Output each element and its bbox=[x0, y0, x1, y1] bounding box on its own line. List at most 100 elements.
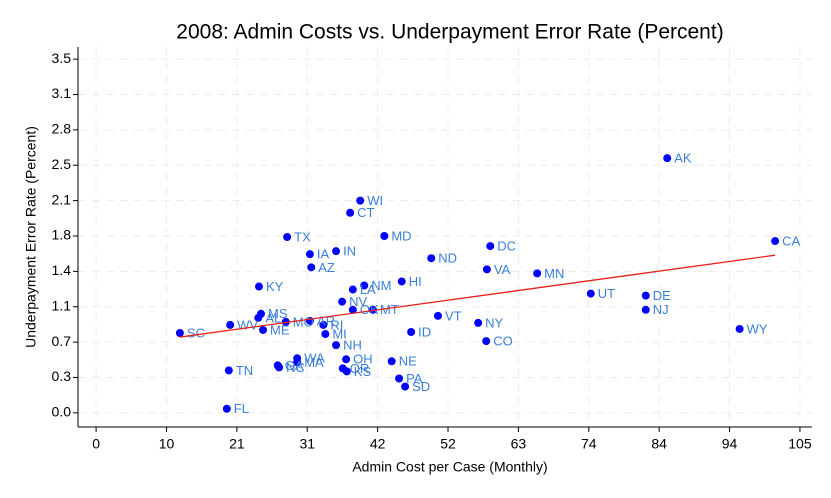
x-tick-label: 52 bbox=[440, 436, 456, 452]
x-tick-label: 63 bbox=[511, 436, 527, 452]
point-label: IA bbox=[317, 247, 330, 262]
point bbox=[427, 254, 436, 263]
point-label: OH bbox=[353, 352, 373, 367]
point-label: WA bbox=[304, 351, 325, 366]
point bbox=[368, 305, 377, 314]
point-label: AL bbox=[265, 310, 281, 325]
point-label: NH bbox=[343, 338, 362, 353]
point-label: MS bbox=[268, 306, 288, 321]
point-label: AZ bbox=[318, 260, 335, 275]
point-label: NC bbox=[286, 360, 305, 375]
point-label: MD bbox=[391, 228, 411, 243]
y-tick-label: 0.3 bbox=[52, 368, 72, 384]
point-label: VA bbox=[494, 262, 511, 277]
point bbox=[533, 269, 542, 278]
point bbox=[224, 366, 233, 375]
point bbox=[254, 313, 263, 322]
point-label: NV bbox=[349, 294, 367, 309]
fit-line bbox=[179, 254, 776, 338]
point-label: MT bbox=[380, 302, 399, 317]
point bbox=[380, 231, 389, 240]
point bbox=[663, 154, 672, 163]
point bbox=[275, 363, 284, 372]
x-tick-label: 0 bbox=[92, 436, 100, 452]
point-label: WY bbox=[747, 321, 768, 336]
point bbox=[283, 233, 292, 241]
point-label: CT bbox=[357, 205, 374, 220]
point bbox=[307, 263, 316, 272]
point bbox=[254, 282, 263, 291]
y-tick-label: 1.1 bbox=[52, 297, 72, 313]
point-label: KS bbox=[354, 364, 372, 379]
point bbox=[175, 329, 184, 338]
point-label: HI bbox=[409, 274, 422, 289]
point-label: AK bbox=[674, 151, 692, 166]
point-label: TX bbox=[294, 229, 311, 244]
point-label: SD bbox=[412, 379, 430, 394]
point bbox=[407, 328, 416, 336]
y-tick-label: 3.5 bbox=[52, 50, 72, 66]
point bbox=[346, 208, 355, 217]
point bbox=[401, 382, 410, 391]
point-label: ME bbox=[270, 322, 290, 337]
x-tick-label: 31 bbox=[299, 436, 315, 452]
point bbox=[482, 337, 491, 346]
point-label: UT bbox=[598, 286, 615, 301]
point bbox=[338, 297, 347, 306]
x-tick-label: 74 bbox=[581, 436, 597, 452]
point bbox=[342, 367, 351, 376]
point-label: OR bbox=[350, 361, 370, 376]
x-tick-label: 10 bbox=[159, 436, 175, 452]
point-label: WV bbox=[237, 317, 258, 332]
point-label: MA bbox=[304, 355, 324, 370]
y-tick-label: 1.8 bbox=[52, 227, 72, 243]
plot-area bbox=[78, 47, 812, 427]
y-tick-label: 2.8 bbox=[52, 121, 72, 137]
point bbox=[348, 305, 357, 314]
point bbox=[319, 320, 328, 329]
point bbox=[735, 324, 744, 333]
point-label: FL bbox=[234, 401, 249, 416]
x-tick-label: 21 bbox=[229, 436, 245, 452]
point-label: DE bbox=[653, 288, 671, 303]
point-label: IN bbox=[343, 244, 356, 259]
x-tick-label: 84 bbox=[651, 436, 667, 452]
point-label: RI bbox=[330, 317, 343, 332]
point-label: MI bbox=[332, 326, 346, 341]
point-label: LA bbox=[360, 282, 376, 297]
point-label: NY bbox=[485, 315, 503, 330]
y-tick-label: 0.0 bbox=[52, 404, 72, 420]
point bbox=[360, 281, 369, 290]
point bbox=[586, 289, 595, 298]
point bbox=[259, 325, 268, 334]
point-label: PA bbox=[406, 371, 423, 386]
point bbox=[395, 374, 404, 383]
point bbox=[771, 237, 780, 246]
point-label: MO bbox=[293, 314, 314, 329]
point bbox=[293, 358, 302, 367]
point bbox=[332, 247, 341, 256]
x-tick-label: 105 bbox=[788, 436, 812, 452]
point bbox=[474, 318, 483, 327]
point bbox=[348, 285, 357, 294]
x-tick-label: 94 bbox=[722, 436, 738, 452]
point bbox=[305, 250, 314, 259]
point bbox=[433, 311, 442, 320]
point bbox=[222, 404, 231, 413]
point-label: VT bbox=[445, 308, 462, 323]
point-label: ID bbox=[418, 324, 431, 339]
point-label: NE bbox=[399, 354, 417, 369]
point-label: GA bbox=[285, 358, 304, 373]
y-tick-label: 1.4 bbox=[52, 262, 72, 278]
point-label: NJ bbox=[653, 302, 669, 317]
point-label: CO bbox=[493, 334, 513, 349]
x-axis-label: Admin Cost per Case (Monthly) bbox=[352, 459, 547, 475]
point bbox=[226, 320, 235, 329]
point bbox=[641, 305, 650, 314]
point bbox=[641, 291, 650, 300]
y-axis-label: Underpayment Error Rate (Percent) bbox=[23, 126, 39, 348]
point bbox=[356, 196, 365, 205]
point-label: OK bbox=[360, 302, 379, 317]
point bbox=[321, 330, 330, 339]
